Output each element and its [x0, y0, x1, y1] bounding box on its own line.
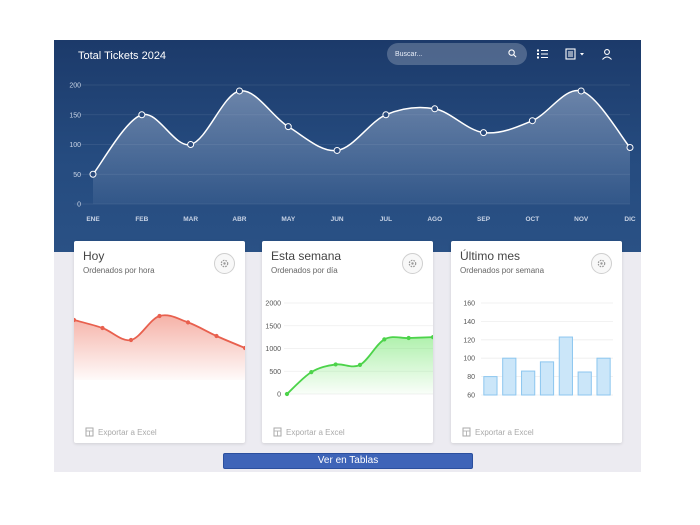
- export-excel-button[interactable]: Exportar a Excel: [273, 426, 345, 438]
- bar: [596, 357, 611, 396]
- y-tick-label: 50: [73, 172, 81, 179]
- list-icon[interactable]: [536, 48, 550, 60]
- x-tick-label: ABR: [232, 216, 246, 223]
- data-point: [235, 87, 243, 95]
- y-tick-label: 100: [463, 356, 475, 363]
- week-chart: 0 500 1000 1500 2000: [265, 301, 433, 399]
- card-subtitle: Ordenados por semana: [460, 266, 545, 275]
- y-tick-label: 1500: [265, 323, 281, 330]
- data-point: [284, 391, 290, 397]
- export-label: Exportar a Excel: [286, 427, 345, 437]
- y-tick-label: 160: [463, 301, 475, 308]
- series-line: [92, 89, 631, 175]
- bar: [502, 357, 517, 396]
- card-subtitle: Ordenados por día: [271, 266, 338, 275]
- data-point: [431, 105, 439, 113]
- data-point: [100, 325, 105, 331]
- data-point: [430, 335, 433, 340]
- y-tick-label: 0: [277, 392, 281, 399]
- bar: [483, 376, 498, 396]
- data-point: [157, 313, 162, 319]
- data-point: [406, 335, 411, 341]
- month-chart: 60 80 100 120 140 160: [463, 301, 613, 400]
- header-panel: Total Tickets 2024 0 50 100 150 200 ENE FEB MAR…: [54, 40, 641, 252]
- data-point: [333, 146, 341, 154]
- data-point: [357, 362, 363, 367]
- area-fill: [93, 90, 630, 204]
- card-week: Esta semana Ordenados por día 0 500 1000 15…: [262, 241, 433, 443]
- data-point: [187, 141, 195, 148]
- data-point: [626, 143, 634, 151]
- data-point: [284, 123, 292, 131]
- document-icon[interactable]: [564, 48, 588, 60]
- data-point: [89, 170, 97, 178]
- x-tick-label: OCT: [525, 216, 539, 223]
- search-box[interactable]: [387, 43, 527, 65]
- export-excel-button[interactable]: Exportar a Excel: [85, 426, 157, 438]
- export-excel-button[interactable]: Exportar a Excel: [462, 426, 534, 438]
- y-tick-label: 100: [69, 142, 81, 149]
- export-label: Exportar a Excel: [475, 427, 534, 437]
- dashboard: Total Tickets 2024 0 50 100 150 200 ENE FEB MAR…: [54, 40, 641, 472]
- data-point: [214, 333, 219, 339]
- x-tick-label: SEP: [477, 216, 491, 223]
- main-area-chart: 0 50 100 150 200 ENE FEB MAR ABR MAY JUN JUL AGO SEP O…: [69, 83, 636, 224]
- data-point: [138, 111, 146, 119]
- y-tick-label: 2000: [265, 301, 281, 308]
- x-tick-label: ENE: [86, 216, 100, 223]
- x-tick-label: DIC: [624, 216, 636, 223]
- data-point: [309, 370, 314, 375]
- x-tick-label: MAY: [281, 216, 296, 223]
- card-subtitle: Ordenados por hora: [83, 266, 155, 275]
- user-icon[interactable]: [600, 48, 614, 60]
- y-tick-label: 150: [69, 112, 81, 119]
- x-tick-label: JUL: [380, 216, 392, 223]
- y-tick-label: 1000: [265, 346, 281, 353]
- card-title: Último mes: [460, 249, 521, 263]
- spreadsheet-icon: [273, 427, 282, 437]
- x-tick-label: FEB: [135, 216, 148, 223]
- search-icon[interactable]: [508, 49, 517, 58]
- data-point: [74, 317, 77, 323]
- card-title: Hoy: [83, 249, 105, 263]
- data-point: [480, 129, 488, 137]
- card-title: Esta semana: [271, 249, 342, 263]
- spreadsheet-icon: [85, 427, 94, 437]
- x-tick-label: AGO: [427, 216, 442, 223]
- export-label: Exportar a Excel: [98, 427, 157, 437]
- bar: [521, 370, 536, 396]
- gear-icon[interactable]: [591, 253, 612, 274]
- area-fill: [74, 315, 245, 380]
- data-point: [528, 117, 536, 125]
- x-tick-label: JUN: [331, 216, 344, 223]
- gear-icon[interactable]: [214, 253, 235, 274]
- data-point: [382, 337, 387, 342]
- today-chart: [74, 313, 245, 380]
- data-point: [185, 320, 191, 325]
- y-tick-label: 0: [77, 202, 81, 209]
- gear-icon[interactable]: [402, 253, 423, 274]
- x-tick-label: MAR: [183, 216, 198, 223]
- data-point: [333, 362, 338, 367]
- data-point: [382, 111, 390, 119]
- bar: [577, 371, 592, 396]
- x-tick-label: NOV: [574, 216, 589, 223]
- bar: [539, 361, 555, 396]
- search-input[interactable]: [395, 46, 505, 62]
- y-tick-label: 500: [269, 369, 281, 376]
- spreadsheet-icon: [462, 427, 471, 437]
- y-tick-label: 60: [467, 393, 475, 400]
- card-today: Hoy Ordenados por hora Exportar a Excel: [74, 241, 245, 443]
- y-tick-label: 140: [463, 319, 475, 326]
- page-title: Total Tickets 2024: [78, 50, 167, 62]
- card-month: Último mes Ordenados por semana 60 80 100 1…: [451, 241, 622, 443]
- y-tick-label: 200: [69, 83, 81, 90]
- y-tick-label: 80: [467, 374, 475, 381]
- data-point: [242, 345, 245, 351]
- view-tables-button[interactable]: Ver en Tablas: [223, 453, 473, 469]
- y-tick-label: 120: [463, 337, 475, 344]
- data-point: [577, 87, 585, 95]
- bar: [558, 336, 573, 396]
- data-point: [128, 337, 134, 343]
